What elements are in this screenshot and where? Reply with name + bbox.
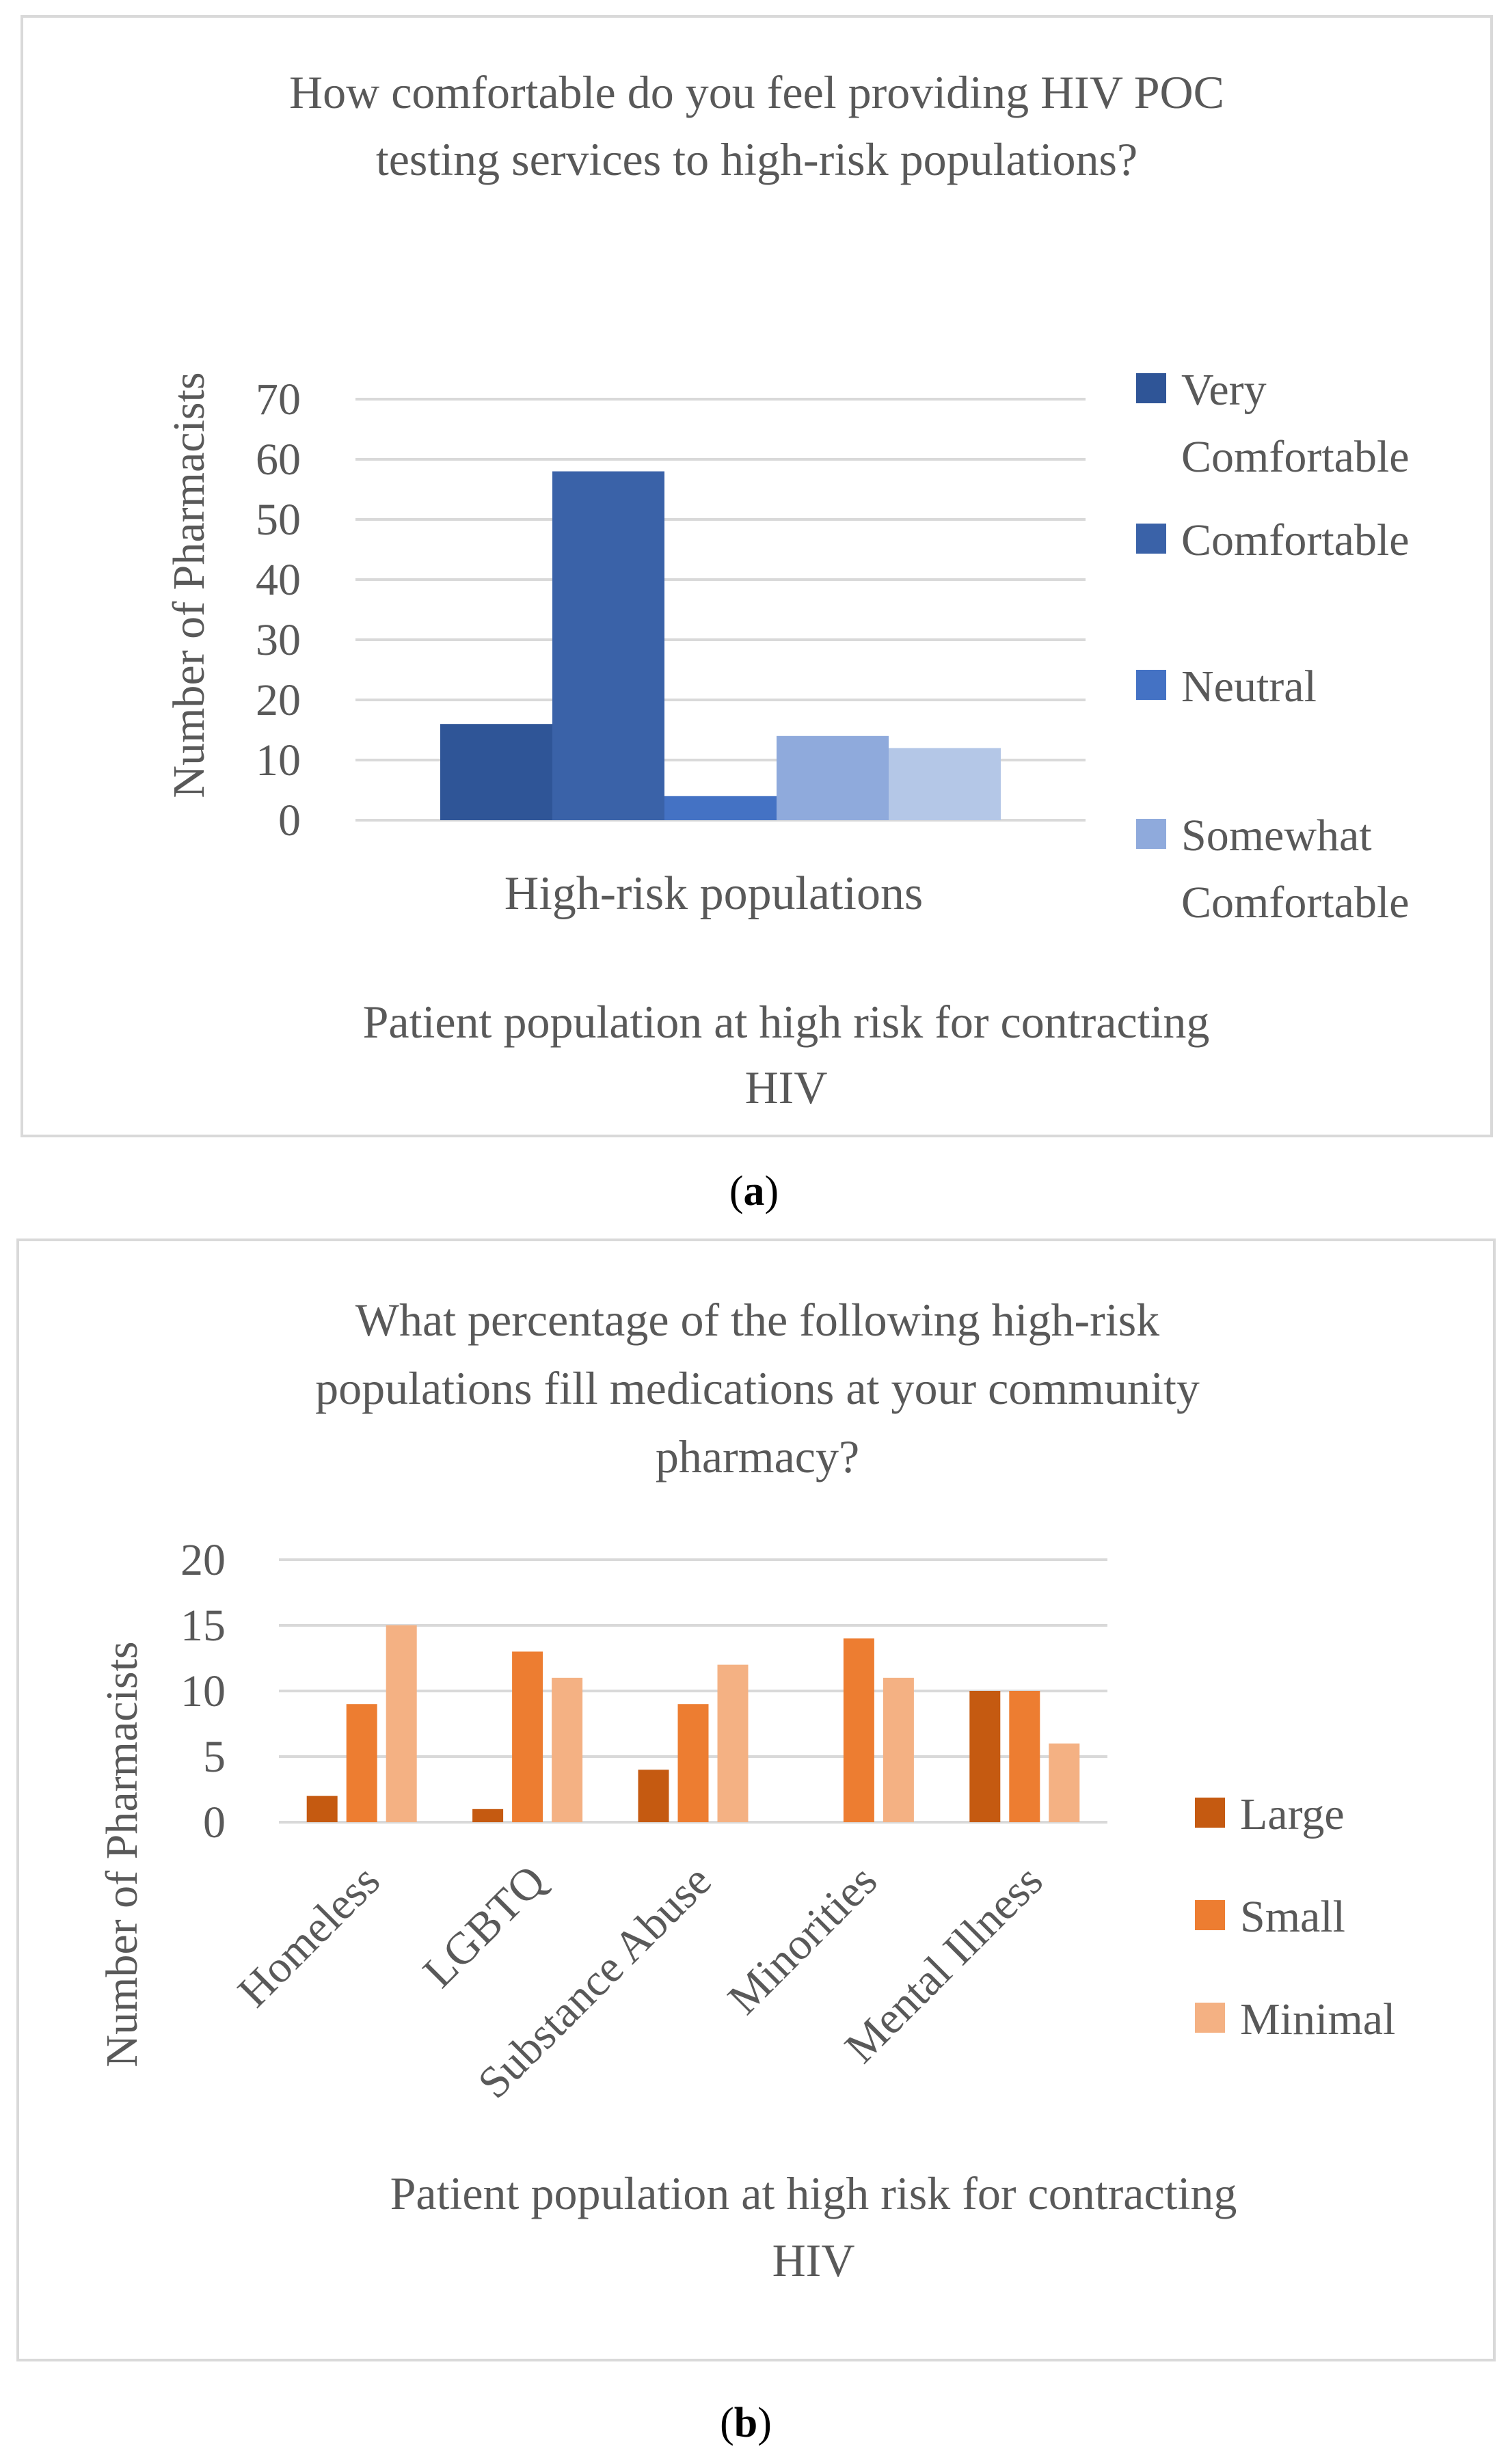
chart-b-bar bbox=[717, 1664, 749, 1822]
chart-b-legend-swatch bbox=[1195, 1798, 1225, 1828]
chart-a-frame bbox=[21, 15, 1493, 1137]
chart-b-legend-swatch bbox=[1195, 2003, 1225, 2033]
chart-b-bar bbox=[883, 1677, 914, 1822]
chart-b-title-line: What percentage of the following high-ri… bbox=[355, 1294, 1159, 1346]
chart-b-bar bbox=[346, 1704, 377, 1822]
chart-a-legend-label: Comfortable bbox=[1181, 432, 1410, 482]
chart-a-category-label: High-risk populations bbox=[504, 867, 923, 920]
chart-a-bar bbox=[552, 471, 664, 820]
chart-b-category-label: LGBTQ bbox=[414, 1856, 555, 1997]
chart-a-y-axis-label: Number of Pharmacists bbox=[164, 372, 214, 798]
chart-a-bar bbox=[889, 748, 1001, 820]
chart-a-legend-swatch bbox=[1136, 819, 1166, 849]
chart-b-legend-label: Small bbox=[1240, 1892, 1345, 1942]
chart-b-bar bbox=[843, 1638, 874, 1822]
chart-a-y-tick-label: 50 bbox=[256, 495, 301, 545]
chart-a-y-tick-label: 10 bbox=[256, 735, 301, 785]
chart-b-bar bbox=[306, 1796, 338, 1822]
chart-a-legend-label: Very bbox=[1181, 365, 1267, 415]
chart-a-legend-swatch bbox=[1136, 373, 1166, 403]
chart-b-bar bbox=[472, 1809, 504, 1822]
panel-label-b: (b) bbox=[720, 2400, 772, 2446]
chart-b-bar bbox=[552, 1677, 583, 1822]
chart-b-y-tick-label: 10 bbox=[180, 1666, 226, 1716]
chart-a-y-tick-label: 40 bbox=[256, 555, 301, 605]
chart-b-y-axis-label: Number of Pharmacists bbox=[97, 1641, 147, 2067]
chart-b-bar bbox=[638, 1770, 669, 1822]
chart-a-legend-label: Comfortable bbox=[1181, 515, 1410, 565]
chart-a-title-line: testing services to high-risk population… bbox=[376, 133, 1137, 185]
chart-b-bar bbox=[512, 1651, 543, 1822]
chart-a-bar bbox=[440, 724, 552, 820]
chart-a-legend-label: Neutral bbox=[1181, 662, 1317, 712]
chart-a-y-tick-label: 0 bbox=[278, 796, 301, 845]
chart-a-legend-swatch bbox=[1136, 670, 1166, 700]
chart-b-bar bbox=[386, 1625, 417, 1822]
chart-a-x-axis-label-line: Patient population at high risk for cont… bbox=[363, 996, 1210, 1048]
panel-label-a: (a) bbox=[729, 1168, 779, 1215]
chart-a-legend-label: Comfortable bbox=[1181, 878, 1410, 928]
chart-b-y-tick-label: 5 bbox=[203, 1732, 226, 1782]
chart-b-x-axis-label-line: HIV bbox=[772, 2234, 855, 2286]
chart-a-title-line: How comfortable do you feel providing HI… bbox=[289, 66, 1224, 118]
chart-b-y-tick-label: 0 bbox=[203, 1798, 226, 1847]
chart-b-title-line: pharmacy? bbox=[656, 1431, 859, 1483]
chart-a-legend-label: Somewhat bbox=[1181, 811, 1372, 861]
chart-b-bar bbox=[1049, 1743, 1080, 1822]
chart-a-y-tick-label: 70 bbox=[256, 375, 301, 424]
chart-b-category-label: Minorities bbox=[718, 1856, 887, 2024]
panel-label-a-letter: a bbox=[743, 1168, 765, 1215]
chart-a-bar bbox=[777, 735, 889, 820]
chart-b-y-tick-label: 15 bbox=[180, 1601, 226, 1651]
chart-a-y-tick-label: 30 bbox=[256, 615, 301, 665]
chart-b-bar bbox=[969, 1691, 1001, 1822]
chart-b-category-label: Homeless bbox=[228, 1856, 390, 2017]
chart-b-legend-label: Minimal bbox=[1240, 1994, 1395, 2044]
chart-a-legend-swatch bbox=[1136, 524, 1166, 554]
chart-b-x-axis-label-line: Patient population at high risk for cont… bbox=[390, 2167, 1237, 2219]
chart-b-frame bbox=[16, 1238, 1496, 2361]
chart-b-title-line: populations fill medications at your com… bbox=[315, 1362, 1200, 1414]
chart-b-bar bbox=[1009, 1691, 1040, 1822]
chart-a-y-tick-label: 20 bbox=[256, 675, 301, 725]
chart-b-legend-swatch bbox=[1195, 1900, 1225, 1930]
panel-label-b-letter: b bbox=[733, 2400, 758, 2446]
chart-a-y-tick-label: 60 bbox=[256, 435, 301, 485]
chart-b-y-tick-label: 20 bbox=[180, 1535, 226, 1585]
chart-b-legend-label: Large bbox=[1240, 1789, 1345, 1839]
chart-a-bar bbox=[664, 796, 777, 820]
chart-b-bar bbox=[677, 1704, 709, 1822]
chart-a-x-axis-label-line: HIV bbox=[745, 1061, 828, 1113]
